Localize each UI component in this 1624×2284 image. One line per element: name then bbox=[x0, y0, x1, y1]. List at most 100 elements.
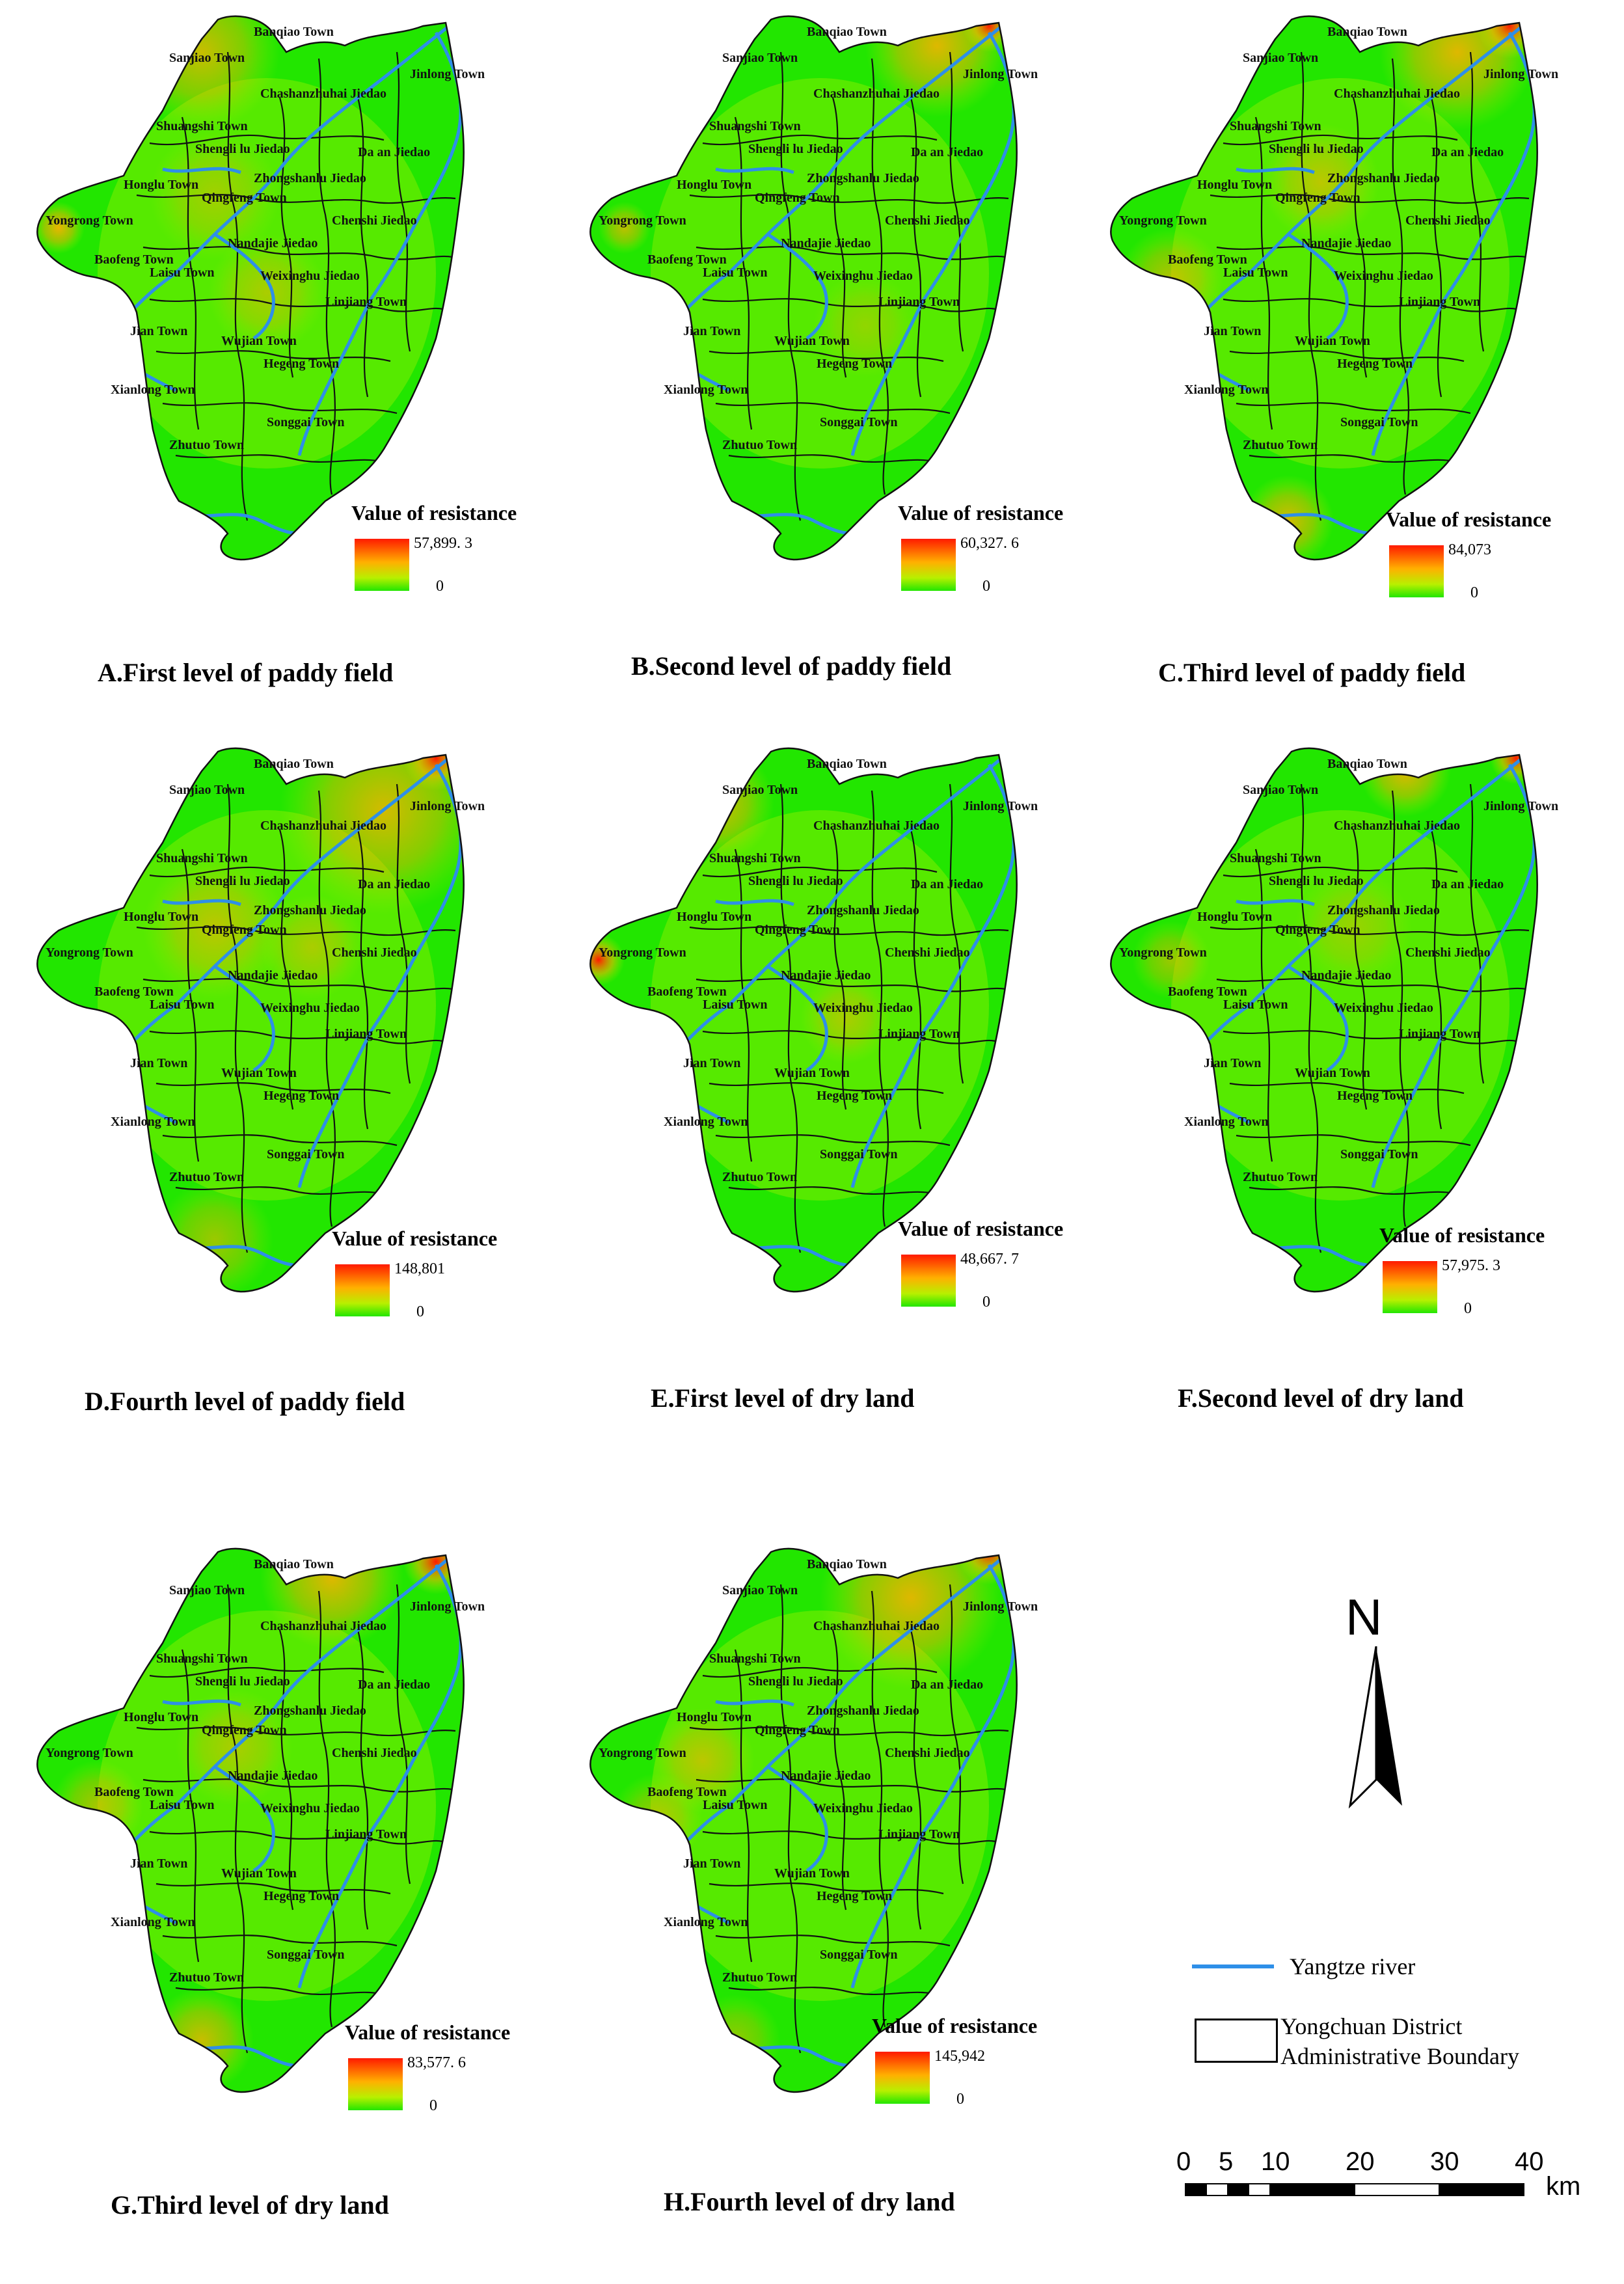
town-label: Shuangshi Town bbox=[156, 851, 248, 865]
town-boundary bbox=[871, 58, 889, 495]
town-label: Wujian Town bbox=[221, 334, 297, 348]
town-label: Weixinghu Jiedao bbox=[1334, 1001, 1433, 1015]
town-label: Zhongshanlu Jiedao bbox=[254, 171, 366, 185]
map-panel-a: Banqiao Town Sanjiao Town Jinlong Town Chas… bbox=[20, 0, 540, 703]
town-boundary bbox=[1223, 866, 1458, 878]
town-label: Chashanzhuhai Jiedao bbox=[260, 1619, 386, 1633]
map-panel-e: Banqiao Town Sanjiao Town Jinlong Town Chas… bbox=[573, 732, 1093, 1435]
town-boundary bbox=[136, 926, 456, 936]
town-boundary bbox=[181, 116, 200, 430]
town-boundary bbox=[1216, 978, 1526, 992]
town-label: Banqiao Town bbox=[807, 25, 887, 39]
town-label: Yongrong Town bbox=[599, 1746, 686, 1760]
town-label: Hegeng Town bbox=[264, 1889, 339, 1903]
town-label: Xianlong Town bbox=[1184, 383, 1269, 397]
district-boundary bbox=[589, 1547, 1018, 2093]
legend-min-value: 0 bbox=[956, 2091, 964, 2108]
town-label: Shuangshi Town bbox=[1230, 851, 1321, 865]
map-panel-f: Banqiao Town Sanjiao Town Jinlong Town Chas… bbox=[1093, 732, 1614, 1435]
town-label: Shengli lu Jiedao bbox=[748, 1674, 843, 1689]
town-label: Qingfeng Town bbox=[755, 191, 840, 205]
yangtze-river bbox=[162, 1699, 241, 1707]
town-label: Yongrong Town bbox=[599, 945, 686, 960]
town-label: Linjiang Town bbox=[878, 295, 960, 309]
resistance-hotspot bbox=[657, 748, 774, 862]
yangtze-river bbox=[727, 757, 1003, 1007]
town-boundary bbox=[156, 1082, 391, 1094]
yangtze-river bbox=[174, 757, 450, 1007]
town-boundary bbox=[728, 1186, 938, 1195]
town-label: Jinlong Town bbox=[1483, 67, 1558, 81]
yangtze-river bbox=[1248, 757, 1524, 1007]
town-boundary bbox=[949, 783, 964, 1084]
town-label: Xianlong Town bbox=[111, 1115, 195, 1129]
yangtze-river bbox=[850, 1030, 926, 1188]
town-boundary bbox=[1223, 298, 1517, 312]
town-label: Wujian Town bbox=[774, 334, 850, 348]
town-boundary bbox=[396, 51, 411, 352]
town-label: Zhongshanlu Jiedao bbox=[254, 903, 366, 918]
legend-color-ramp bbox=[355, 539, 409, 591]
town-label: Shuangshi Town bbox=[156, 1652, 248, 1666]
legend-max-value: 148,801 bbox=[394, 1260, 445, 1277]
town-label: Honglu Town bbox=[677, 178, 751, 192]
town-boundary bbox=[357, 829, 369, 1130]
town-label: Xianlong Town bbox=[664, 1915, 748, 1929]
town-label: Jian Town bbox=[683, 1056, 740, 1070]
town-boundary bbox=[181, 849, 200, 1162]
town-label: Banqiao Town bbox=[807, 1557, 887, 1571]
yangtze-river bbox=[727, 1557, 1003, 1807]
resistance-hotspot bbox=[1262, 124, 1379, 241]
yangtze-river bbox=[715, 899, 794, 906]
map-panel-h: Banqiao Town Sanjiao Town Jinlong Town Chas… bbox=[573, 1532, 1093, 2235]
resistance-hotspot bbox=[1379, 16, 1536, 130]
town-label: Linjiang Town bbox=[878, 1027, 960, 1041]
town-boundary bbox=[149, 1830, 443, 1845]
district-boundary bbox=[36, 1547, 465, 2093]
town-boundary bbox=[175, 1186, 385, 1195]
town-label: Zhutuo Town bbox=[169, 1970, 244, 1985]
town-label: Chenshi Jiedao bbox=[885, 945, 970, 960]
town-label: Baofeng Town bbox=[647, 985, 727, 999]
town-label: Jinlong Town bbox=[410, 67, 485, 81]
town-boundary bbox=[689, 194, 1009, 204]
town-boundary bbox=[715, 1935, 951, 1947]
town-label: Nandajie Jiedao bbox=[228, 1769, 318, 1783]
scale-bar: 0 5 10 20 30 40 km bbox=[1176, 2147, 1588, 2212]
scale-tick-label: 30 bbox=[1430, 2147, 1459, 2176]
town-label: Nandajie Jiedao bbox=[781, 1769, 871, 1783]
town-label: Chashanzhuhai Jiedao bbox=[1334, 819, 1460, 833]
town-label: Sanjiao Town bbox=[722, 1583, 798, 1597]
town-label: Jian Town bbox=[130, 1056, 187, 1070]
town-label: Nandajie Jiedao bbox=[228, 968, 318, 983]
town-label: Chashanzhuhai Jiedao bbox=[813, 1619, 940, 1633]
town-label: Yongrong Town bbox=[46, 1746, 133, 1760]
town-boundary bbox=[142, 246, 453, 260]
legend-min-value: 0 bbox=[1470, 584, 1478, 601]
town-label: Honglu Town bbox=[124, 178, 198, 192]
town-label: Yongrong Town bbox=[46, 213, 133, 228]
town-label: Shuangshi Town bbox=[156, 119, 248, 133]
town-boundary bbox=[149, 866, 385, 878]
town-boundary bbox=[226, 51, 249, 521]
town-label: Honglu Town bbox=[124, 1710, 198, 1724]
town-boundary bbox=[226, 1584, 249, 2054]
district-boundary bbox=[1110, 15, 1538, 561]
town-label: Shengli lu Jiedao bbox=[1269, 874, 1364, 888]
yangtze-river bbox=[297, 298, 373, 456]
town-label: Zhongshanlu Jiedao bbox=[807, 903, 919, 918]
legend-title: Value of resistance bbox=[345, 2020, 511, 2044]
town-label: Banqiao Town bbox=[254, 1557, 334, 1571]
town-label: Jinlong Town bbox=[410, 799, 485, 813]
town-label: Wujian Town bbox=[221, 1866, 297, 1881]
town-label: Yongrong Town bbox=[599, 213, 686, 228]
town-label: Xianlong Town bbox=[664, 1115, 748, 1129]
town-label: Da an Jiedao bbox=[358, 145, 430, 159]
town-boundary bbox=[709, 1082, 944, 1094]
town-label: Jinlong Town bbox=[410, 1599, 485, 1614]
town-label: Zhongshanlu Jiedao bbox=[1327, 903, 1440, 918]
yangtze-river bbox=[1248, 25, 1524, 275]
legend-color-ramp bbox=[348, 2058, 403, 2110]
town-label: Qingfeng Town bbox=[755, 923, 840, 937]
legend-color-ramp bbox=[1383, 1261, 1437, 1313]
